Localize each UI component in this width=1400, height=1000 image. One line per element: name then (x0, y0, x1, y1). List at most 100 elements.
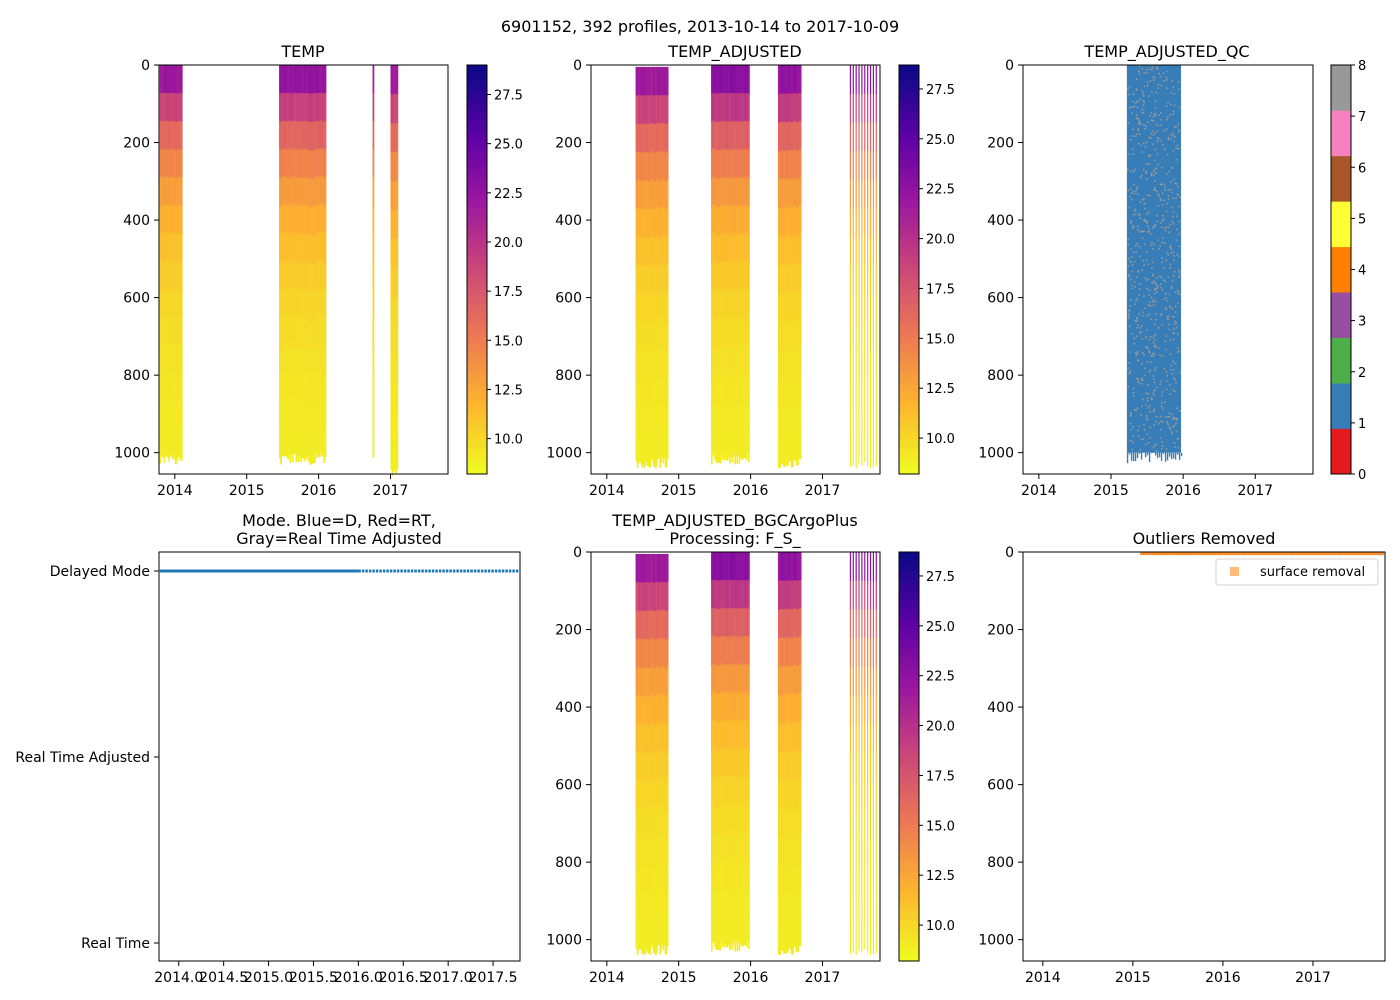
qc-bottom-edge (1178, 452, 1181, 461)
profile-cell (737, 579, 740, 609)
profile-cell (161, 314, 163, 344)
profile-cell (852, 207, 854, 237)
profile-cell (777, 409, 782, 440)
profile-cell (160, 316, 162, 345)
profile-cell (738, 320, 741, 350)
profile-cell (160, 288, 162, 317)
y-tick-label: 400 (987, 700, 1014, 716)
profile-cell (657, 637, 659, 667)
profile-cell (302, 289, 305, 318)
profile-cell (394, 180, 396, 211)
colorbar-segment (467, 283, 487, 291)
qc-flag-cell (1174, 291, 1177, 293)
profile-cell (324, 428, 327, 457)
profile-cell (861, 694, 863, 724)
x-tick-label: 2014.5 (199, 970, 248, 986)
profile-cell (777, 753, 782, 783)
profile-cell (297, 433, 300, 462)
profile-cell (394, 412, 396, 442)
qc-flag-cell (1176, 144, 1179, 147)
profile-cell (293, 342, 295, 371)
qc-flag-cell (1153, 159, 1156, 162)
colorbar-segment (467, 187, 487, 196)
profile-cell (638, 919, 641, 949)
profile-cell (654, 725, 657, 756)
qc-flag-cell (1139, 255, 1142, 258)
profile-cell (644, 380, 646, 410)
profile-cell (875, 809, 877, 839)
profile-cell (318, 400, 321, 430)
profile-cell (640, 238, 643, 268)
profile-cell (642, 582, 644, 612)
profile-cell (748, 65, 750, 94)
profile-cell (738, 779, 741, 809)
profile-cell (724, 831, 727, 861)
profile-cell (298, 148, 301, 178)
qc-flag-cell (1177, 194, 1180, 196)
profile-cell (643, 639, 645, 670)
qc-flag-cell (1148, 338, 1151, 341)
profile-cell (738, 864, 741, 894)
profile-cell (395, 356, 398, 386)
profile-cell (640, 753, 643, 783)
profile-cell (651, 431, 654, 461)
profile-cell (642, 407, 644, 437)
colorbar-segment (899, 701, 919, 710)
profile-cell (295, 121, 298, 151)
profile-cell (324, 176, 327, 206)
profile-cell (170, 342, 172, 372)
profile-cell (639, 179, 642, 209)
profile-cell (712, 399, 714, 428)
profile-cell (181, 403, 183, 433)
profile-cell (281, 176, 284, 205)
profile-cell (777, 208, 782, 238)
profile-cell (785, 65, 789, 95)
profile-cell (395, 123, 398, 153)
colorbar-segment (899, 426, 919, 434)
profile-cell (165, 232, 167, 261)
qc-flag-cell (1146, 178, 1148, 180)
profile-cell (849, 208, 852, 238)
profile-cell (312, 65, 315, 94)
y-tick-label: 600 (987, 778, 1014, 794)
profile-cell (747, 341, 749, 371)
qc-flag-cell (1128, 362, 1131, 364)
profile-cell (304, 400, 307, 430)
profile-cell (793, 290, 797, 320)
qc-flag-cell (1132, 395, 1135, 397)
qc-flag-cell (1151, 66, 1154, 68)
qc-flag-cell (1163, 79, 1165, 82)
profile-cell (162, 232, 165, 262)
qc-flag-cell (1132, 128, 1134, 131)
profile-cell (734, 321, 737, 351)
profile-cell (721, 580, 724, 609)
profile-cell (729, 405, 731, 435)
profile-cell (164, 426, 166, 455)
profile-cell (290, 175, 293, 205)
profile-cell (740, 93, 743, 122)
qc-flag-cell (1173, 104, 1176, 107)
profile-cell (178, 204, 180, 234)
profile-cell (736, 65, 739, 95)
qc-flag-cell (1178, 274, 1181, 277)
qc-flag-cell (1136, 316, 1139, 319)
profile-cell (855, 179, 857, 210)
profile-cell (177, 430, 179, 460)
profile-cell (662, 780, 665, 809)
qc-flag-cell (1157, 285, 1159, 287)
qc-flag-cell (1143, 219, 1145, 222)
profile-cell (715, 319, 717, 349)
profile-cell (314, 348, 316, 378)
profile-cell (289, 377, 292, 407)
profile-cell (293, 120, 295, 149)
profile-cell (166, 260, 169, 290)
profile-cell (741, 580, 744, 609)
profile-cell (855, 810, 857, 841)
qc-flag-cell (1132, 93, 1135, 96)
qc-flag-cell (1169, 353, 1172, 355)
profile-cell (173, 233, 175, 263)
profile-cell (653, 95, 656, 125)
qc-flag-cell (1128, 206, 1131, 209)
profile-cell (323, 65, 326, 94)
profile-cell (745, 861, 748, 891)
